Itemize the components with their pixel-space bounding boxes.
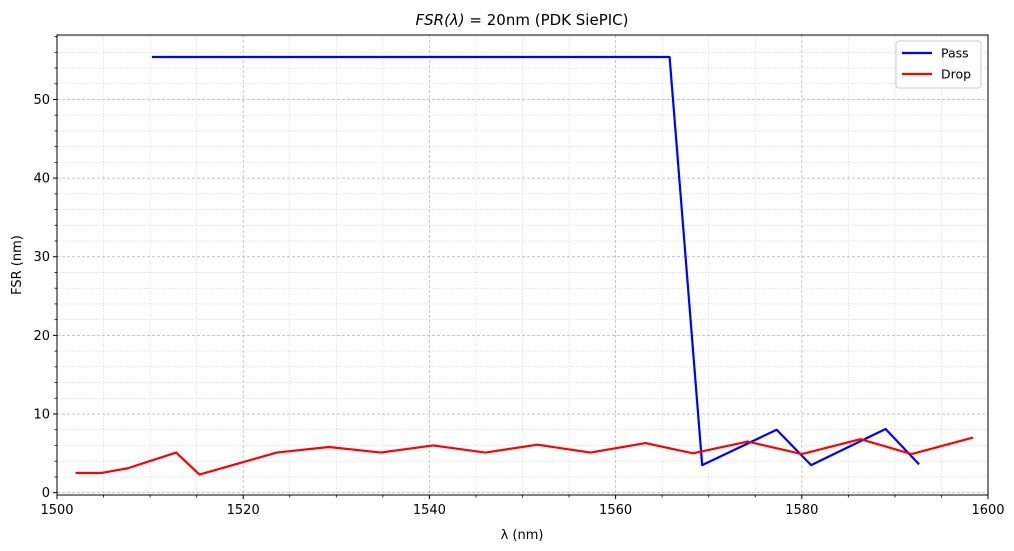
x-axis: 1500 1520 1540 1560 1580 1600 (40, 495, 1005, 518)
major-grid (56, 35, 989, 495)
y-tick-label: 20 (33, 329, 50, 344)
legend: Pass Drop (895, 40, 982, 89)
x-tick-label: 1580 (785, 503, 818, 518)
x-tick-label: 1560 (599, 503, 632, 518)
series-line-drop (75, 436, 974, 476)
chart-title-math: FSR(λ) (416, 11, 465, 29)
series-layer (75, 55, 974, 476)
chart-title: FSR(λ) = 20nm (PDK SiePIC) (416, 11, 629, 29)
y-tick-label: 40 (33, 172, 50, 187)
y-axis: 0 10 20 30 40 50 (33, 36, 57, 501)
series-line-pass (151, 55, 920, 467)
y-tick-label: 50 (33, 93, 50, 108)
minor-grid (57, 35, 988, 495)
y-axis-title: FSR (nm) (10, 235, 25, 295)
y-tick-label: 0 (42, 486, 50, 501)
legend-label-pass: Pass (941, 46, 969, 61)
x-tick-label: 1520 (227, 503, 260, 518)
x-tick-label: 1540 (413, 503, 446, 518)
y-tick-label: 30 (33, 250, 50, 265)
x-tick-label: 1600 (971, 503, 1004, 518)
chart-title-rest: = 20nm (PDK SiePIC) (465, 11, 629, 29)
x-tick-label: 1500 (40, 503, 73, 518)
y-tick-label: 10 (33, 408, 50, 423)
legend-label-drop: Drop (941, 67, 971, 82)
x-axis-title: λ (nm) (501, 528, 544, 543)
